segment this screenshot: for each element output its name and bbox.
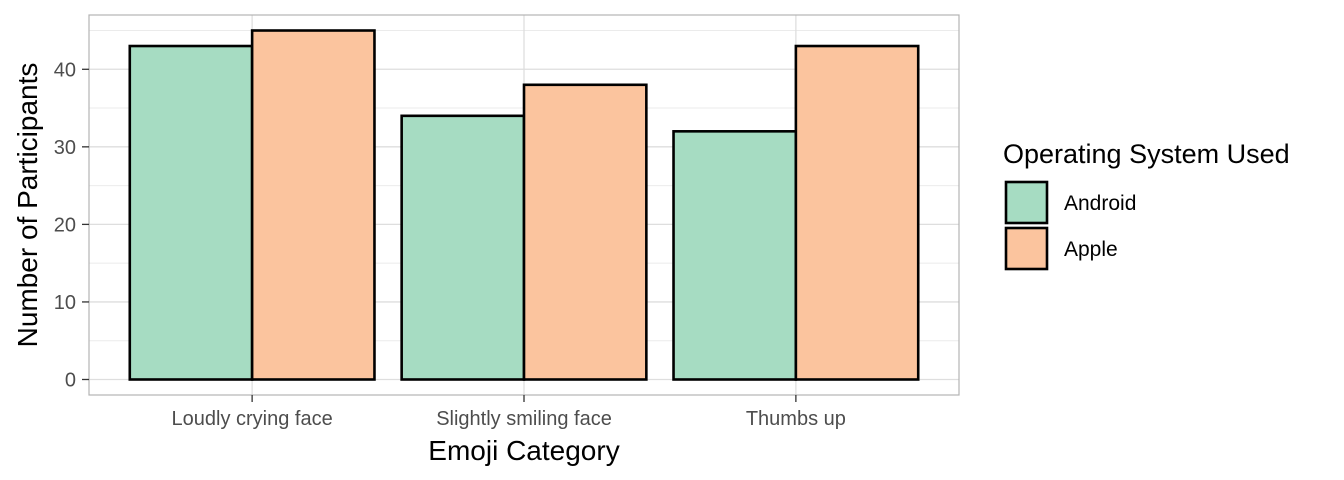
x-tick-label: Loudly crying face (172, 408, 333, 430)
y-axis-title: Number of Participants (12, 63, 43, 348)
legend-label-apple: Apple (1064, 238, 1118, 261)
y-tick-label: 40 (54, 59, 76, 81)
bar-android-3 (672, 130, 798, 381)
y-tick-label: 20 (54, 214, 76, 236)
bars-group (128, 29, 920, 381)
legend: Operating System Used Android Apple (1003, 139, 1290, 271)
y-tick-label: 10 (54, 292, 76, 314)
x-axis-title: Emoji Category (428, 435, 619, 466)
bar-apple-3 (794, 44, 920, 381)
bar-apple-2 (522, 83, 648, 381)
x-axis: Loudly crying face Slightly smiling face T… (172, 395, 846, 430)
bar-apple-1 (250, 29, 376, 381)
x-tick-label: Slightly smiling face (436, 408, 612, 430)
legend-title: Operating System Used (1003, 139, 1290, 169)
bar-android-2 (400, 114, 526, 381)
y-axis: 0 10 20 30 40 (54, 59, 89, 391)
legend-label-android: Android (1064, 192, 1136, 215)
y-tick-label: 0 (65, 369, 76, 391)
x-tick-label: Thumbs up (746, 408, 846, 430)
legend-key-apple (1004, 226, 1049, 271)
bar-android-1 (128, 44, 254, 381)
legend-key-android (1004, 180, 1049, 225)
y-tick-label: 30 (54, 137, 76, 159)
